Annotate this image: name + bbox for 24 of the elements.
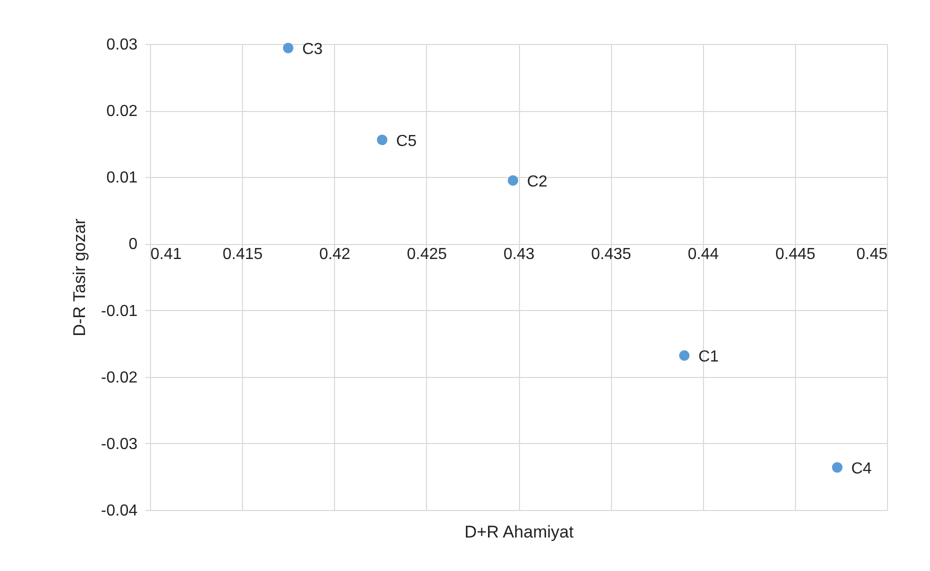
y-tick-label: 0 (128, 236, 138, 254)
y-tick-label: -0.01 (101, 302, 138, 320)
y-tick-label: 0.02 (106, 103, 138, 120)
y-tick-label: -0.04 (101, 502, 138, 520)
x-tick-label: 0.425 (406, 246, 447, 264)
y-tick-label: 0.03 (106, 36, 138, 54)
annotation: C1 (698, 348, 719, 366)
x-tick-label: 0.435 (591, 246, 632, 264)
x-tick-label: 0.42 (319, 246, 350, 264)
x-tick-label: 0.415 (222, 246, 263, 264)
x-tick-label: 0.43 (503, 246, 535, 264)
y-axis-title: D-R Tasir gozar (70, 218, 90, 336)
x-tick-label: 0.445 (775, 246, 816, 264)
y-tick-label: 0.01 (106, 170, 138, 187)
annotation: C2 (526, 173, 548, 190)
y-tick-label: -0.02 (101, 369, 138, 386)
x-axis-title: D+R Ahamiyat (464, 522, 574, 542)
annotation: C3 (302, 40, 323, 58)
annotation: C4 (851, 460, 872, 478)
x-tick-label: 0.41 (150, 246, 182, 264)
x-tick-label: 0.45 (856, 246, 888, 264)
y-tick-label: -0.03 (101, 436, 138, 453)
annotation: C5 (396, 132, 417, 150)
x-tick-label: 0.44 (688, 246, 719, 264)
